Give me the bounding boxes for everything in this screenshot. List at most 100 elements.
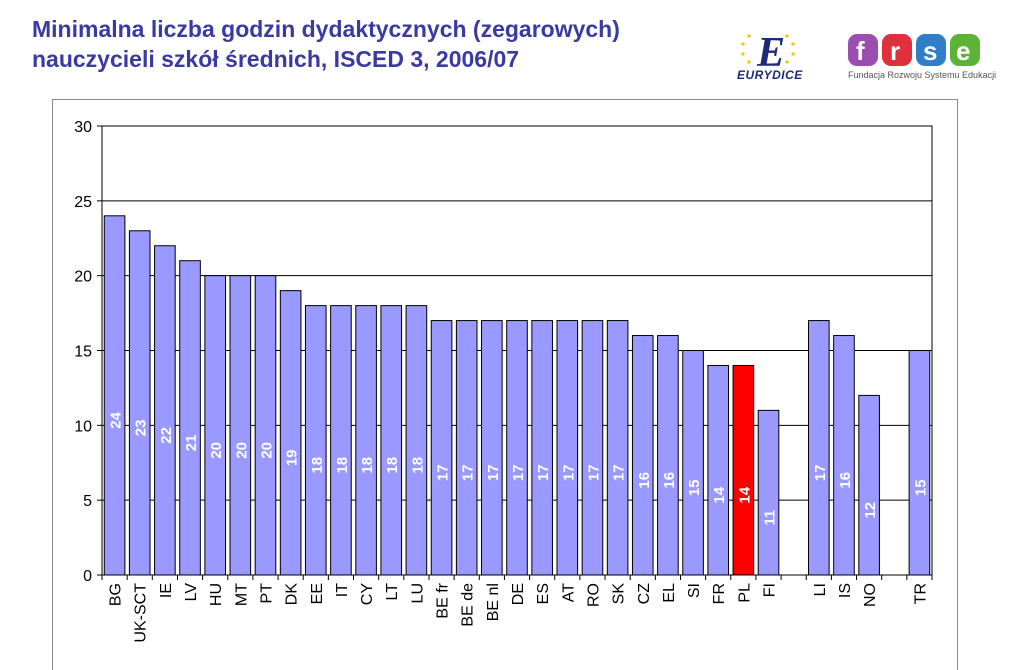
data-label: 21 <box>183 435 200 452</box>
bar-hu <box>204 275 226 576</box>
category-label: RO <box>585 583 602 607</box>
bar-lt <box>380 305 403 576</box>
bar-fi <box>757 409 780 576</box>
category-label: LU <box>409 583 426 603</box>
data-label: 17 <box>611 464 628 481</box>
category-label: SI <box>686 583 703 598</box>
data-label: 16 <box>661 472 678 489</box>
bar-at <box>556 320 579 576</box>
bar-cz <box>631 335 654 576</box>
category-label: UK-SCT <box>133 583 150 643</box>
bar-li <box>808 320 830 576</box>
page-title: Minimalna liczba godzin dydaktycznych (z… <box>32 14 620 74</box>
data-label: 17 <box>560 464 577 481</box>
bar-it <box>330 305 352 576</box>
data-label: 17 <box>485 464 502 481</box>
bar-pt <box>254 275 277 576</box>
data-label: 16 <box>636 472 653 489</box>
category-label: EE <box>309 583 326 604</box>
data-label: 16 <box>837 472 854 489</box>
bar-lu <box>405 305 428 576</box>
category-label: LI <box>812 583 829 596</box>
bar-es <box>531 320 553 576</box>
category-label: DK <box>284 583 301 606</box>
bar-pl <box>732 364 755 576</box>
bars: 24 23 22 21 20 20 20 19 18 18 18 18 18 17 17 17 17 17 17 17… <box>103 215 931 576</box>
data-label: 17 <box>585 464 602 481</box>
bar-is <box>833 335 855 576</box>
svg-text:s: s <box>923 36 937 66</box>
data-label: 17 <box>510 464 527 481</box>
frse-emblem-icon: f r s e <box>848 34 980 66</box>
category-label: DE <box>510 583 527 605</box>
category-labels: BG UK-SCT IE LV HU MT PT DK EE IT CY LT LU BE fr BE de… <box>108 582 930 642</box>
category-label: LT <box>384 583 401 601</box>
category-label: NO <box>862 583 879 607</box>
title-line-2: nauczycieli szkół średnich, ISCED 3, 200… <box>32 46 520 72</box>
data-label: 14 <box>711 486 728 503</box>
data-label: 18 <box>409 457 426 474</box>
category-label: BE nl <box>485 583 502 621</box>
category-label: LV <box>183 583 200 602</box>
category-label: TR <box>912 583 929 604</box>
bar-no <box>858 394 880 576</box>
data-label: 20 <box>233 442 250 459</box>
data-label: 17 <box>435 464 452 481</box>
category-label: EL <box>661 583 678 603</box>
frse-tagline: Fundacja Rozwoju Systemu Edukacji <box>848 70 997 80</box>
data-label: 18 <box>334 457 351 474</box>
data-label: 18 <box>309 457 326 474</box>
svg-text:r: r <box>890 36 900 66</box>
y-tick-label: 30 <box>74 119 92 136</box>
bar-ee <box>304 305 327 576</box>
bar-ro <box>581 320 604 576</box>
y-tick-label: 15 <box>74 344 92 361</box>
data-label: 19 <box>284 449 301 466</box>
chart-frame <box>52 99 958 670</box>
y-tick-label: 10 <box>74 418 92 435</box>
category-label: CY <box>359 583 376 606</box>
category-label: BE de <box>460 583 477 627</box>
data-label: 15 <box>912 479 929 496</box>
y-tick-label: 25 <box>74 194 92 211</box>
data-label: 17 <box>812 464 829 481</box>
category-label: IT <box>334 583 351 597</box>
bar-be-de <box>455 320 478 576</box>
svg-text:f: f <box>856 36 865 66</box>
bar-bg <box>103 215 126 576</box>
category-label: IE <box>158 583 175 598</box>
data-label: 18 <box>359 457 376 474</box>
bar-ie <box>154 245 176 576</box>
bar-cy <box>355 305 377 576</box>
data-label: 18 <box>384 457 401 474</box>
category-label: IS <box>837 583 854 598</box>
data-label: 24 <box>108 411 125 428</box>
data-label: 20 <box>258 442 275 459</box>
y-tick-label: 5 <box>83 493 92 510</box>
title-line-1: Minimalna liczba godzin dydaktycznych (z… <box>32 16 620 42</box>
bar-sk <box>606 320 629 576</box>
bar-dk <box>279 290 302 576</box>
data-label: 22 <box>158 427 175 444</box>
bar-tr <box>908 350 931 576</box>
y-tick-label: 20 <box>74 269 92 286</box>
data-label: 17 <box>460 464 477 481</box>
data-label: 15 <box>686 479 703 496</box>
category-label: BG <box>108 583 125 606</box>
bar-el <box>657 335 679 576</box>
bar-de <box>506 320 528 576</box>
bar-lv <box>179 260 201 576</box>
eurydice-wordmark: EURYDICE <box>737 68 803 82</box>
bar-si <box>682 350 704 576</box>
category-label: FI <box>762 583 779 597</box>
svg-text:e: e <box>956 36 970 66</box>
bar-mt <box>229 275 252 576</box>
category-label: AT <box>560 583 577 602</box>
data-label: 12 <box>862 502 879 519</box>
eurydice-logo: E EURYDICE <box>735 28 815 86</box>
frse-logo: f r s e Fundacja Rozwoju Systemu Edukacj… <box>846 30 996 86</box>
bar-uk-sct <box>128 230 151 576</box>
category-label: BE fr <box>435 582 452 618</box>
data-label: 20 <box>208 442 225 459</box>
